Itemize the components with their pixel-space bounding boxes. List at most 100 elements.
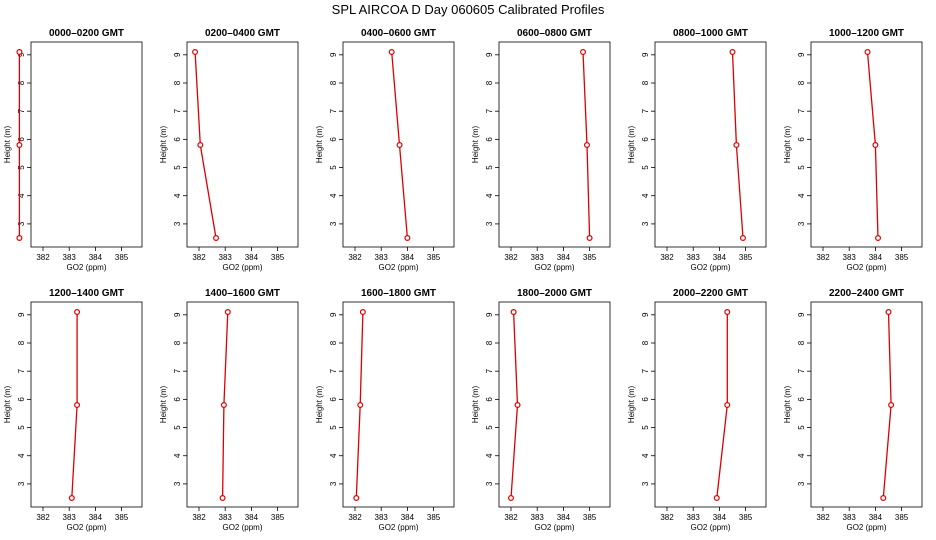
x-tick-label: 382 xyxy=(504,253,518,262)
y-tick-label: 4 xyxy=(485,193,494,198)
y-tick-label: 3 xyxy=(797,221,806,226)
data-point xyxy=(68,495,75,502)
y-tick-label: 8 xyxy=(485,80,494,85)
y-tick-label: 3 xyxy=(329,481,338,486)
y-axis-label: Height (m) xyxy=(783,385,792,423)
data-point xyxy=(353,495,360,502)
y-tick-label: 8 xyxy=(17,80,26,85)
y-tick-label: 8 xyxy=(17,340,26,345)
x-tick-label: 383 xyxy=(843,513,857,522)
y-tick-label: 9 xyxy=(173,52,182,57)
data-point xyxy=(74,309,81,316)
x-tick-label: 385 xyxy=(895,253,909,262)
y-tick-label: 3 xyxy=(17,221,26,226)
y-tick-label: 6 xyxy=(641,397,650,402)
y-tick-label: 4 xyxy=(17,193,26,198)
x-tick-label: 384 xyxy=(89,513,103,522)
y-tick-label: 4 xyxy=(173,453,182,458)
data-point xyxy=(16,235,23,242)
y-tick-label: 5 xyxy=(485,165,494,170)
x-tick-label: 384 xyxy=(245,513,259,522)
x-tick-label: 383 xyxy=(687,253,701,262)
y-tick-label: 7 xyxy=(173,368,182,373)
y-tick-label: 3 xyxy=(17,481,26,486)
x-tick-label: 383 xyxy=(63,513,77,522)
y-tick-label: 6 xyxy=(485,137,494,142)
y-axis-label: Height (m) xyxy=(783,125,792,163)
y-tick-label: 4 xyxy=(17,453,26,458)
y-tick-label: 3 xyxy=(797,481,806,486)
y-tick-label: 4 xyxy=(329,453,338,458)
y-tick-label: 5 xyxy=(173,425,182,430)
y-axis-label: Height (m) xyxy=(159,125,168,163)
x-axis-label: GO2 (ppm) xyxy=(846,263,886,272)
panel-title: 1600–1800 GMT xyxy=(361,288,436,299)
panel-title: 1400–1600 GMT xyxy=(205,288,280,299)
plot-frame xyxy=(30,41,143,248)
plot-frame xyxy=(342,301,455,508)
panel-title: 0800–1000 GMT xyxy=(673,28,748,39)
y-tick-label: 9 xyxy=(173,312,182,317)
data-point xyxy=(724,402,731,409)
x-tick-label: 382 xyxy=(660,253,674,262)
panel-7: 1200–1400 GMT 382 383 384 385 3 4 5 6 7 8 9 GO2 (ppm… xyxy=(3,288,143,532)
y-tick-label: 8 xyxy=(641,340,650,345)
data-point xyxy=(872,142,879,149)
x-tick-label: 385 xyxy=(427,513,441,522)
panel-12: 2200–2400 GMT 382 383 384 385 3 4 5 6 7 8 9 GO2 (ppm… xyxy=(783,288,923,532)
y-axis-label: Height (m) xyxy=(627,385,636,423)
panel-title: 0600–0800 GMT xyxy=(517,28,592,39)
x-tick-label: 384 xyxy=(557,513,571,522)
y-tick-label: 5 xyxy=(641,425,650,430)
y-axis-label: Height (m) xyxy=(159,385,168,423)
data-point xyxy=(404,235,411,242)
y-tick-label: 3 xyxy=(173,221,182,226)
data-point xyxy=(739,235,746,242)
x-axis-label: GO2 (ppm) xyxy=(846,523,886,532)
x-axis-label: GO2 (ppm) xyxy=(66,263,106,272)
x-axis-label: GO2 (ppm) xyxy=(534,263,574,272)
plot-frame xyxy=(186,41,299,248)
data-point xyxy=(880,495,887,502)
plot-frame xyxy=(498,301,611,508)
y-tick-label: 9 xyxy=(485,52,494,57)
y-tick-label: 3 xyxy=(485,481,494,486)
data-point xyxy=(16,142,23,149)
data-point xyxy=(583,142,590,149)
y-tick-label: 5 xyxy=(173,165,182,170)
data-point xyxy=(514,402,521,409)
panel-9: 1600–1800 GMT 382 383 384 385 3 4 5 6 7 8 9 GO2 (ppm… xyxy=(315,288,455,532)
x-tick-label: 382 xyxy=(348,253,362,262)
y-tick-label: 7 xyxy=(641,368,650,373)
plot-frame xyxy=(810,41,923,248)
y-tick-label: 8 xyxy=(797,80,806,85)
y-tick-label: 6 xyxy=(485,397,494,402)
y-tick-label: 7 xyxy=(329,368,338,373)
y-tick-label: 6 xyxy=(329,397,338,402)
y-tick-label: 6 xyxy=(173,397,182,402)
y-tick-label: 6 xyxy=(329,137,338,142)
panel-1: 0000–0200 GMT 382 383 384 385 3 4 5 6 7 8 9 GO2 (ppm… xyxy=(3,28,143,272)
x-tick-label: 384 xyxy=(869,513,883,522)
y-tick-label: 8 xyxy=(173,340,182,345)
y-tick-label: 7 xyxy=(329,108,338,113)
data-point xyxy=(388,48,395,55)
x-tick-label: 383 xyxy=(843,253,857,262)
y-tick-label: 4 xyxy=(485,453,494,458)
x-axis-label: GO2 (ppm) xyxy=(222,523,262,532)
y-tick-label: 7 xyxy=(641,108,650,113)
y-tick-label: 4 xyxy=(641,193,650,198)
y-axis-label: Height (m) xyxy=(471,385,480,423)
y-tick-label: 5 xyxy=(329,425,338,430)
y-tick-label: 4 xyxy=(641,453,650,458)
data-point xyxy=(508,495,515,502)
x-tick-label: 383 xyxy=(63,253,77,262)
x-tick-label: 385 xyxy=(427,253,441,262)
x-tick-label: 384 xyxy=(245,253,259,262)
y-axis-label: Height (m) xyxy=(3,385,12,423)
data-point xyxy=(864,48,871,55)
y-tick-label: 7 xyxy=(485,108,494,113)
data-point xyxy=(580,48,587,55)
data-point xyxy=(74,402,81,409)
y-tick-label: 9 xyxy=(797,312,806,317)
